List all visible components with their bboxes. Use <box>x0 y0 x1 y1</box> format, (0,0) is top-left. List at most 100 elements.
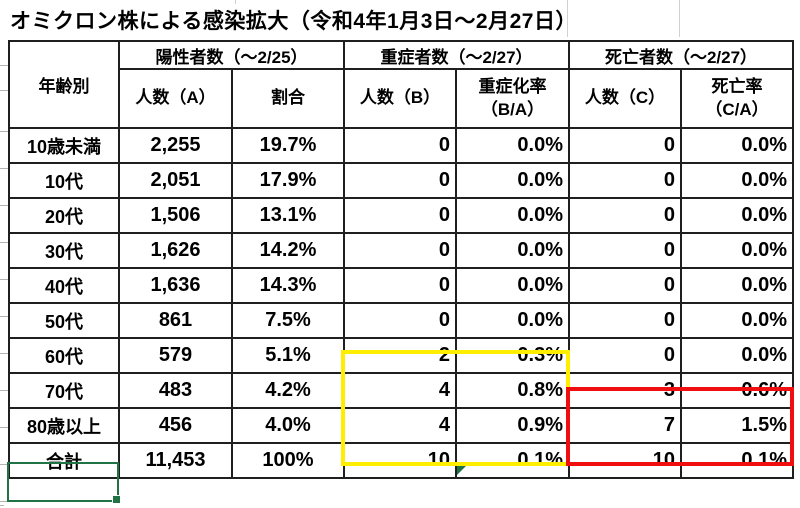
value-cell[interactable]: 0 <box>343 162 457 199</box>
value-cell[interactable]: 0 <box>343 232 457 269</box>
header-count-b[interactable]: 人数（B） <box>343 68 457 129</box>
table-row: 10歳未満 2,255 19.7% 0 0.0% 0 0.0% <box>8 127 794 164</box>
value-cell[interactable]: 2,051 <box>118 162 233 199</box>
value-cell[interactable]: 14.2% <box>231 232 345 269</box>
row-label-cell[interactable]: 10歳未満 <box>8 127 120 164</box>
value-cell[interactable]: 0 <box>568 197 682 234</box>
value-cell[interactable]: 0.1% <box>680 442 794 479</box>
value-cell[interactable]: 100% <box>231 442 345 479</box>
value-cell[interactable]: 0.1% <box>455 442 570 479</box>
value-cell[interactable]: 0.0% <box>680 302 794 339</box>
value-cell[interactable]: 11,453 <box>118 442 233 479</box>
value-cell[interactable]: 0 <box>568 337 682 374</box>
row-label-cell[interactable]: 10代 <box>8 162 120 199</box>
value-cell[interactable]: 1,636 <box>118 267 233 304</box>
sheet-title: オミクロン株による感染拡大（令和4年1月3日～2月27日） <box>10 10 577 33</box>
value-cell[interactable]: 0 <box>568 267 682 304</box>
header-age-group[interactable]: 年齢別 <box>8 40 120 129</box>
row-label-cell[interactable]: 30代 <box>8 232 120 269</box>
value-cell[interactable]: 0.6% <box>680 372 794 409</box>
header-deaths[interactable]: 死亡者数（～2/27） <box>568 40 794 70</box>
table-row: 50代 861 7.5% 0 0.0% 0 0.0% <box>8 302 794 339</box>
value-cell[interactable]: 0 <box>568 232 682 269</box>
value-cell[interactable]: 4 <box>343 407 457 444</box>
value-cell[interactable]: 7 <box>568 407 682 444</box>
group-header-row: 年齢別 陽性者数（～2/25） 重症者数（～2/27） 死亡者数（～2/27） <box>8 40 794 129</box>
gridline-stub <box>0 90 8 91</box>
header-severe-rate[interactable]: 重症化率 （B/A） <box>455 68 570 129</box>
value-cell[interactable]: 0.0% <box>680 337 794 374</box>
header-count-c[interactable]: 人数（C） <box>568 68 682 129</box>
value-cell[interactable]: 14.3% <box>231 267 345 304</box>
row-label-cell[interactable]: 80歳以上 <box>8 407 120 444</box>
value-cell[interactable]: 0.0% <box>455 162 570 199</box>
value-cell[interactable]: 861 <box>118 302 233 339</box>
value-cell[interactable]: 0.0% <box>680 267 794 304</box>
gridline-stub <box>0 65 8 66</box>
gridline-stub <box>235 0 236 4</box>
header-positive-cases[interactable]: 陽性者数（～2/25） <box>118 40 345 70</box>
value-cell[interactable]: 19.7% <box>231 127 345 164</box>
value-cell[interactable]: 0.0% <box>455 267 570 304</box>
value-cell[interactable]: 1,626 <box>118 232 233 269</box>
value-cell[interactable]: 10 <box>343 442 457 479</box>
value-cell[interactable]: 13.1% <box>231 197 345 234</box>
header-ratio[interactable]: 割合 <box>231 68 345 129</box>
value-cell[interactable]: 2 <box>343 337 457 374</box>
value-cell[interactable]: 0.0% <box>680 127 794 164</box>
value-cell[interactable]: 0.0% <box>680 232 794 269</box>
value-cell[interactable]: 7.5% <box>231 302 345 339</box>
table-row: 80歳以上 456 4.0% 4 0.9% 7 1.5% <box>8 407 794 444</box>
sub-header-row: 人数（A） 割合 人数（B） 重症化率 （B/A） 人数（C） 死亡率 （C/A… <box>9 68 794 129</box>
header-severe-cases[interactable]: 重症者数（～2/27） <box>343 40 570 70</box>
value-cell[interactable]: 0.0% <box>455 127 570 164</box>
value-cell[interactable]: 1,506 <box>118 197 233 234</box>
value-cell[interactable]: 0 <box>343 302 457 339</box>
row-label-cell[interactable]: 70代 <box>8 372 120 409</box>
value-cell[interactable]: 0.0% <box>455 197 570 234</box>
value-cell[interactable]: 0.8% <box>455 372 570 409</box>
value-cell[interactable]: 10 <box>568 442 682 479</box>
value-cell[interactable]: 579 <box>118 337 233 374</box>
value-cell[interactable]: 2,255 <box>118 127 233 164</box>
table-row: 30代 1,626 14.2% 0 0.0% 0 0.0% <box>8 232 794 269</box>
table-row: 60代 579 5.1% 2 0.3% 0 0.0% <box>8 337 794 374</box>
value-cell[interactable]: 0 <box>568 127 682 164</box>
value-cell[interactable]: 5.1% <box>231 337 345 374</box>
value-cell[interactable]: 483 <box>118 372 233 409</box>
value-cell[interactable]: 0.0% <box>455 232 570 269</box>
value-cell[interactable]: 0 <box>568 162 682 199</box>
value-cell[interactable]: 456 <box>118 407 233 444</box>
table-row: 10代 2,051 17.9% 0 0.0% 0 0.0% <box>8 162 794 199</box>
value-cell[interactable]: 0.0% <box>680 162 794 199</box>
row-label-cell[interactable]: 20代 <box>8 197 120 234</box>
value-cell[interactable]: 0.9% <box>455 407 570 444</box>
row-label-cell[interactable]: 60代 <box>8 337 120 374</box>
gridline-stub-strip <box>0 131 8 502</box>
row-label-cell[interactable]: 合計 <box>8 442 120 479</box>
gridline-stub <box>0 505 4 506</box>
gridline-stub <box>679 0 680 37</box>
value-cell[interactable]: 0 <box>343 127 457 164</box>
value-cell[interactable]: 1.5% <box>680 407 794 444</box>
value-cell[interactable]: 0 <box>568 302 682 339</box>
value-cell[interactable]: 4.0% <box>231 407 345 444</box>
value-cell[interactable]: 0 <box>343 197 457 234</box>
data-table: 年齢別 陽性者数（～2/25） 重症者数（～2/27） 死亡者数（～2/27） … <box>8 40 794 479</box>
value-cell[interactable]: 0.3% <box>455 337 570 374</box>
row-label-cell[interactable]: 50代 <box>8 302 120 339</box>
table-row: 20代 1,506 13.1% 0 0.0% 0 0.0% <box>8 197 794 234</box>
value-cell[interactable]: 0.0% <box>455 302 570 339</box>
header-death-rate[interactable]: 死亡率 （C/A） <box>680 68 794 129</box>
value-cell[interactable]: 17.9% <box>231 162 345 199</box>
table-row: 70代 483 4.2% 4 0.8% 3 0.6% <box>8 372 794 409</box>
fill-handle[interactable] <box>112 495 121 504</box>
value-cell[interactable]: 4.2% <box>231 372 345 409</box>
header-count-a[interactable]: 人数（A） <box>118 68 233 129</box>
value-cell[interactable]: 3 <box>568 372 682 409</box>
value-cell[interactable]: 0.0% <box>680 197 794 234</box>
value-cell[interactable]: 0 <box>343 267 457 304</box>
row-label-cell[interactable]: 40代 <box>8 267 120 304</box>
value-cell[interactable]: 4 <box>343 372 457 409</box>
